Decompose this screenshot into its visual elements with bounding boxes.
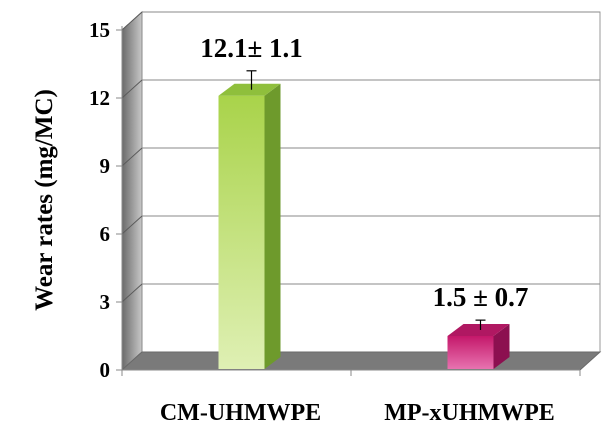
error-bars xyxy=(246,70,486,330)
y-tick-label: 12 xyxy=(89,86,110,110)
back-wall xyxy=(141,11,601,353)
data-label: 1.5 ± 0.7 xyxy=(433,282,529,312)
y-tick-label: 15 xyxy=(89,18,110,42)
gridline-side xyxy=(121,215,143,235)
plot-walls xyxy=(121,10,601,372)
data-labels: 12.1± 1.1 1.5 ± 0.7 xyxy=(200,33,528,312)
y-tick-label: 3 xyxy=(100,290,111,314)
plot-floor xyxy=(120,351,602,371)
y-tick-label: 0 xyxy=(100,358,111,382)
x-category-label: CM-UHMWPE xyxy=(160,400,321,426)
y-tick-labels: 0 3 6 9 12 15 xyxy=(89,18,110,382)
y-axis-title: Wear rates (mg/MC) xyxy=(31,89,58,311)
y-tick-label: 9 xyxy=(100,154,111,178)
gridlines xyxy=(121,11,600,371)
bar-front xyxy=(218,95,265,369)
data-label: 12.1± 1.1 xyxy=(200,33,303,63)
floor xyxy=(120,351,602,371)
gridline-side xyxy=(121,79,143,99)
axes xyxy=(116,26,581,376)
x-category-labels: CM-UHMWPE MP-xUHMWPE xyxy=(160,400,555,426)
bar-top xyxy=(447,324,510,336)
bar-front xyxy=(447,336,494,369)
bar-top xyxy=(218,83,281,96)
bars xyxy=(218,83,510,369)
gridline-side xyxy=(121,147,143,167)
gridline-side xyxy=(121,283,143,303)
bar-side xyxy=(493,324,510,369)
side-wall xyxy=(121,10,143,372)
bar-side xyxy=(264,83,281,369)
x-category-label: MP-xUHMWPE xyxy=(384,400,555,426)
y-tick-label: 6 xyxy=(100,222,111,246)
gridline-side xyxy=(121,11,143,31)
